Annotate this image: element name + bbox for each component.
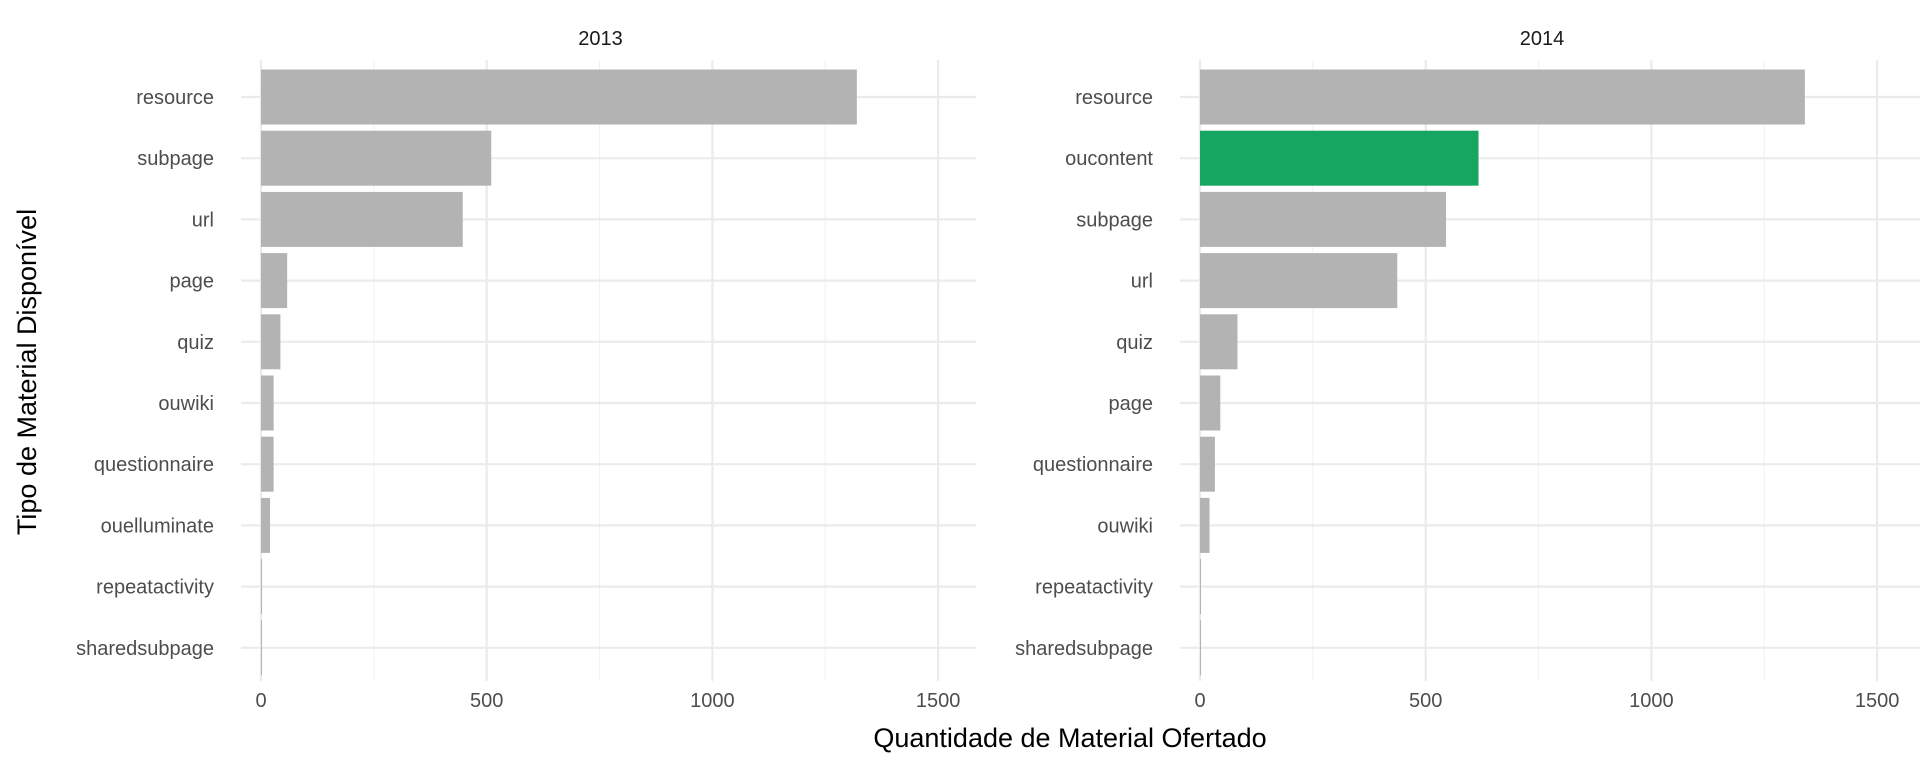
bar-2013-ouelluminate — [261, 497, 271, 553]
facet-title: 2014 — [1520, 28, 1565, 50]
y-tick-label: quiz — [177, 332, 214, 354]
bar-2014-quiz — [1200, 314, 1238, 370]
bar-2014-resource — [1200, 69, 1805, 125]
y-tick-label: page — [1109, 393, 1154, 415]
y-tick-label: url — [192, 209, 214, 231]
x-tick-label: 500 — [470, 690, 503, 712]
x-tick-label: 1500 — [1855, 690, 1900, 712]
y-tick-label: ouwiki — [1097, 515, 1153, 537]
y-tick-label: ouwiki — [158, 393, 214, 415]
y-tick-label: subpage — [1076, 209, 1153, 231]
x-tick-label: 0 — [1194, 690, 1205, 712]
bar-2013-resource — [261, 69, 857, 125]
bar-2013-quiz — [261, 314, 281, 370]
y-tick-label: resource — [1075, 87, 1153, 109]
x-tick-label: 1500 — [916, 690, 961, 712]
x-axis-title: Quantidade de Material Ofertado — [873, 723, 1266, 753]
x-tick-label: 1000 — [690, 690, 735, 712]
y-tick-label: repeatactivity — [96, 577, 214, 599]
x-tick-label: 1000 — [1629, 690, 1674, 712]
y-tick-label: oucontent — [1065, 148, 1153, 170]
bar-2014-subpage — [1200, 191, 1447, 247]
y-tick-label: questionnaire — [94, 454, 214, 476]
bar-2013-sharedsubpage — [261, 620, 262, 676]
x-tick-label: 0 — [255, 690, 266, 712]
y-axis-title: Tipo de Material Disponível — [12, 209, 42, 535]
bar-2013-ouwiki — [261, 375, 274, 431]
y-tick-label: sharedsubpage — [1015, 638, 1153, 660]
y-tick-label: questionnaire — [1033, 454, 1153, 476]
panel-2014: resource oucontent subpage url quiz page quest… — [1015, 28, 1920, 712]
bar-2013-subpage — [261, 130, 492, 186]
bar-2014-oucontent — [1200, 130, 1479, 186]
bar-2014-sharedsubpage — [1200, 620, 1201, 676]
y-tick-label: url — [1131, 271, 1153, 293]
bar-2014-questionnaire — [1200, 436, 1215, 492]
y-tick-label: subpage — [137, 148, 214, 170]
bar-2014-repeatactivity — [1200, 559, 1201, 615]
bar-2013-page — [261, 253, 288, 309]
y-tick-label: repeatactivity — [1035, 577, 1153, 599]
facet-title: 2013 — [578, 28, 623, 50]
bar-2014-ouwiki — [1200, 497, 1210, 553]
bar-2014-page — [1200, 375, 1221, 431]
y-tick-label: page — [170, 271, 215, 293]
y-tick-label: sharedsubpage — [76, 638, 214, 660]
bar-2013-url — [261, 191, 463, 247]
y-tick-label: quiz — [1116, 332, 1153, 354]
y-tick-label: ouelluminate — [101, 515, 214, 537]
bar-2013-questionnaire — [261, 436, 274, 492]
panel-2013: resource subpage url page quiz ouwiki question… — [76, 28, 976, 712]
x-tick-label: 500 — [1409, 690, 1442, 712]
bar-2013-repeatactivity — [261, 559, 262, 615]
y-tick-label: resource — [136, 87, 214, 109]
bar-2014-url — [1200, 253, 1398, 309]
